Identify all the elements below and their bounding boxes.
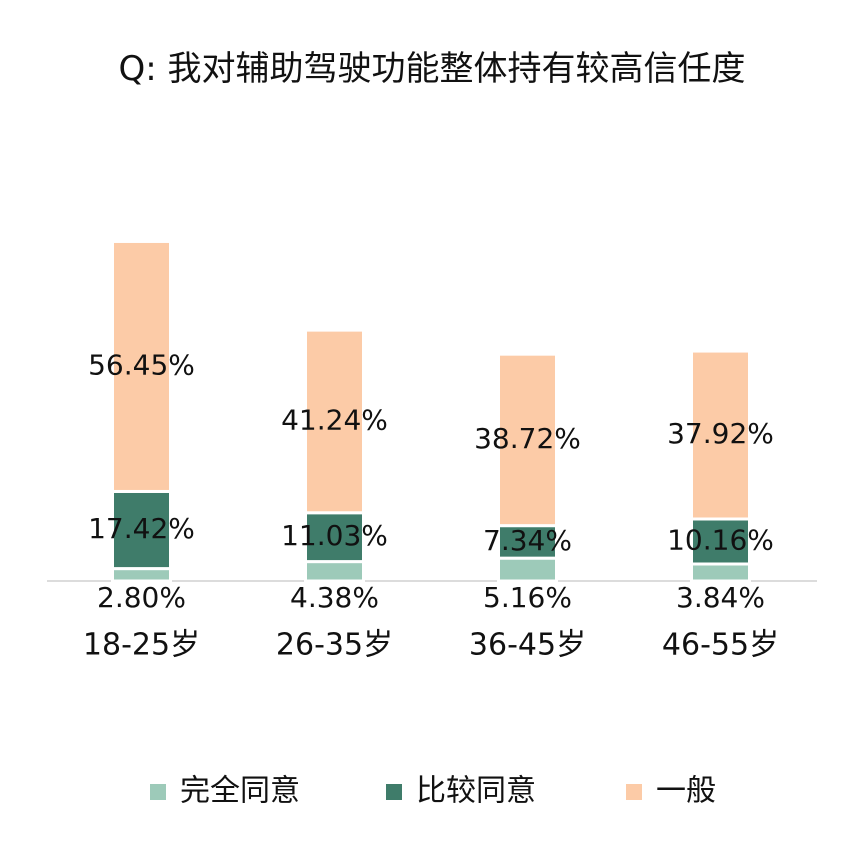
bar-segment [690, 349, 751, 521]
bar-segment [497, 556, 558, 583]
data-label: 17.42% [88, 512, 195, 545]
data-label: 41.24% [281, 403, 388, 436]
bar-segment [497, 524, 558, 560]
data-label: 10.16% [667, 523, 774, 556]
legend-swatch [150, 784, 166, 800]
data-label: 37.92% [667, 417, 774, 450]
bar-segment [690, 517, 751, 566]
data-label: 3.84% [676, 581, 765, 614]
legend-swatch [386, 784, 402, 800]
x-tick-label: 18-25岁 [83, 628, 200, 663]
data-label: 7.34% [483, 524, 572, 557]
bar-segment [111, 567, 172, 583]
data-label: 4.38% [290, 581, 379, 614]
legend-swatch [626, 784, 642, 800]
bar-segment [111, 489, 172, 571]
bar-segment [497, 352, 558, 528]
data-label: 56.45% [88, 348, 195, 381]
legend-label: 比较同意 [416, 774, 536, 809]
data-label: 5.16% [483, 581, 572, 614]
legend-label: 一般 [656, 774, 716, 809]
data-label: 11.03% [281, 519, 388, 552]
chart-title: Q: 我对辅助驾驶功能整体持有较高信任度 [118, 49, 746, 89]
x-tick-label: 46-55岁 [662, 628, 779, 663]
data-label: 38.72% [474, 422, 581, 455]
bar-segment [304, 560, 365, 583]
data-label: 2.80% [97, 581, 186, 614]
x-tick-label: 36-45岁 [469, 628, 586, 663]
bar-segment [304, 328, 365, 515]
bar-segment [690, 562, 751, 583]
legend-label: 完全同意 [180, 774, 300, 809]
x-tick-label: 26-35岁 [276, 628, 393, 663]
bar-segment [111, 239, 172, 493]
